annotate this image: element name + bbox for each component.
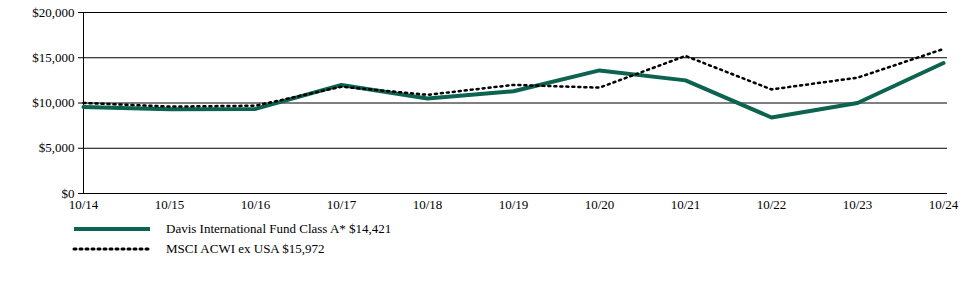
svg-text:$0: $0 bbox=[61, 185, 75, 201]
svg-text:10/19: 10/19 bbox=[499, 197, 529, 212]
svg-text:10/22: 10/22 bbox=[757, 197, 787, 212]
svg-text:$20,000: $20,000 bbox=[32, 5, 74, 20]
html-text:Davis International Fund Class: Davis International Fund Class A* $14,42… bbox=[166, 221, 392, 236]
svg-text:$10,000: $10,000 bbox=[32, 95, 74, 110]
svg-text:10/16: 10/16 bbox=[241, 197, 271, 212]
svg-text:10/24: 10/24 bbox=[929, 197, 959, 212]
svg-text:10/14: 10/14 bbox=[69, 197, 99, 212]
svg-text:10/15: 10/15 bbox=[155, 197, 185, 212]
svg-text:10/20: 10/20 bbox=[585, 197, 615, 212]
svg-text:10/21: 10/21 bbox=[671, 197, 701, 212]
svg-text:10/17: 10/17 bbox=[327, 197, 357, 212]
svg-text:10/18: 10/18 bbox=[413, 197, 443, 212]
svg-text:$15,000: $15,000 bbox=[32, 50, 74, 65]
svg-text:$5,000: $5,000 bbox=[39, 140, 75, 155]
svg-text:10/23: 10/23 bbox=[843, 197, 873, 212]
html-text:MSCI ACWI ex USA $15,972: MSCI ACWI ex USA $15,972 bbox=[166, 241, 325, 256]
